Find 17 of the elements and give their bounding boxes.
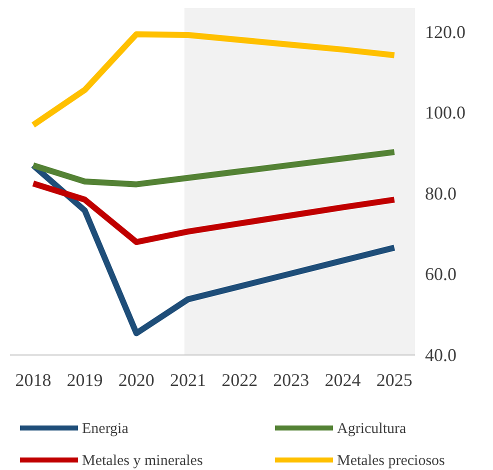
- y-tick-label: 120.0: [425, 22, 466, 42]
- x-tick-label: 2018: [15, 370, 52, 390]
- y-tick-label: 40.0: [425, 344, 456, 365]
- y-tick-label: 100.0: [425, 102, 466, 123]
- y-tick-label: 60.0: [425, 264, 456, 284]
- x-tick-label: 2025: [376, 370, 412, 390]
- x-tick-label: 2023: [273, 370, 310, 390]
- legend-label: Energia: [82, 421, 129, 437]
- legend-label: Metales preciosos: [337, 453, 446, 469]
- x-tick-label: 2020: [118, 370, 154, 390]
- y-tick-label: 80.0: [425, 183, 456, 204]
- x-tick-label: 2019: [66, 370, 103, 390]
- legend-label: Metales y minerales: [82, 453, 203, 469]
- legend-label: Agricultura: [337, 421, 406, 437]
- x-tick-label: 2021: [170, 370, 206, 390]
- x-tick-label: 2024: [324, 370, 361, 390]
- x-tick-label: 2022: [222, 370, 258, 390]
